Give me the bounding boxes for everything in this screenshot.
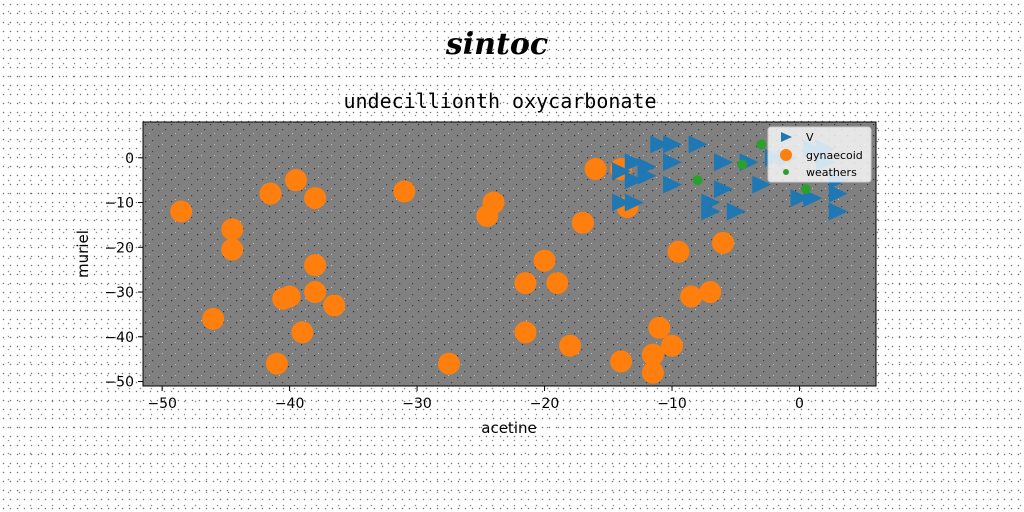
chart-title: undecillionth oxycarbonate: [343, 89, 656, 113]
point-gynaecoid: [265, 352, 288, 375]
point-v: [624, 193, 644, 212]
legend-marker-v: [781, 132, 792, 142]
point-weathers: [737, 159, 748, 170]
point-gynaecoid: [699, 281, 722, 304]
point-v: [701, 202, 721, 221]
point-gynaecoid: [610, 350, 633, 373]
legend-marker-gynaecoid: [780, 149, 792, 161]
plot-area-texture: [143, 122, 876, 386]
point-gynaecoid: [259, 182, 282, 205]
x-tick-label: −30: [402, 396, 432, 412]
x-tick-label: 0: [795, 396, 804, 412]
point-gynaecoid: [641, 361, 664, 384]
legend: V gynaecoid weathers: [767, 126, 872, 183]
y-tick-label: −20: [104, 240, 134, 256]
point-v: [650, 135, 670, 154]
point-v: [790, 189, 810, 208]
point-gynaecoid: [680, 285, 703, 308]
point-gynaecoid: [514, 272, 537, 295]
point-v: [624, 171, 644, 190]
point-gynaecoid: [272, 287, 295, 310]
point-gynaecoid: [482, 191, 505, 214]
chart-suptitle: sintoc: [445, 27, 548, 62]
point-gynaecoid: [712, 231, 735, 254]
point-gynaecoid: [170, 200, 193, 223]
point-v: [688, 135, 708, 154]
point-gynaecoid: [304, 254, 327, 277]
x-tick-label: −10: [657, 396, 687, 412]
y-tick-label: −30: [104, 285, 134, 301]
point-gynaecoid: [221, 218, 244, 241]
point-v: [714, 180, 734, 199]
legend-label-gynaecoid: gynaecoid: [806, 149, 863, 162]
point-v: [624, 153, 644, 172]
legend-marker-weathers: [783, 169, 789, 175]
x-axis-label: acetine: [481, 419, 536, 437]
y-tick-label: −40: [104, 330, 134, 346]
y-tick-label: −50: [104, 375, 134, 391]
point-v: [752, 175, 772, 194]
point-v: [612, 162, 632, 181]
point-v: [663, 153, 683, 172]
point-gynaecoid: [584, 157, 607, 180]
point-gynaecoid: [202, 307, 225, 330]
x-tick-label: −50: [147, 396, 177, 412]
point-gynaecoid: [546, 272, 569, 295]
point-gynaecoid: [533, 249, 556, 272]
point-gynaecoid: [648, 316, 671, 339]
y-tick-label: −10: [104, 196, 134, 212]
x-tick-label: −20: [530, 396, 560, 412]
point-v: [612, 193, 632, 212]
point-v: [828, 202, 848, 221]
point-weathers: [756, 139, 767, 150]
point-weathers: [800, 184, 811, 195]
legend-label-v: V: [806, 131, 814, 144]
point-weathers: [692, 175, 703, 186]
point-gynaecoid: [667, 240, 690, 263]
point-gynaecoid: [514, 321, 537, 344]
point-gynaecoid: [291, 321, 314, 344]
y-tick-label: 0: [125, 151, 134, 167]
point-gynaecoid: [571, 211, 594, 234]
point-gynaecoid: [304, 187, 327, 210]
point-v: [663, 135, 683, 154]
plot-frame: [142, 121, 877, 387]
point-gynaecoid: [221, 238, 244, 261]
point-v: [828, 184, 848, 203]
point-gynaecoid: [641, 343, 664, 366]
point-gynaecoid: [304, 281, 327, 304]
point-gynaecoid: [661, 334, 684, 357]
point-gynaecoid: [323, 294, 346, 317]
point-v: [663, 175, 683, 194]
legend-box: [767, 126, 872, 183]
point-gynaecoid: [284, 169, 307, 192]
point-gynaecoid: [393, 180, 416, 203]
point-gynaecoid: [559, 334, 582, 357]
y-axis-label: muriel: [74, 230, 92, 278]
point-gynaecoid: [437, 352, 460, 375]
point-v: [714, 153, 734, 172]
point-v: [726, 202, 746, 221]
x-tick-label: −40: [275, 396, 305, 412]
legend-label-weathers: weathers: [806, 166, 857, 179]
